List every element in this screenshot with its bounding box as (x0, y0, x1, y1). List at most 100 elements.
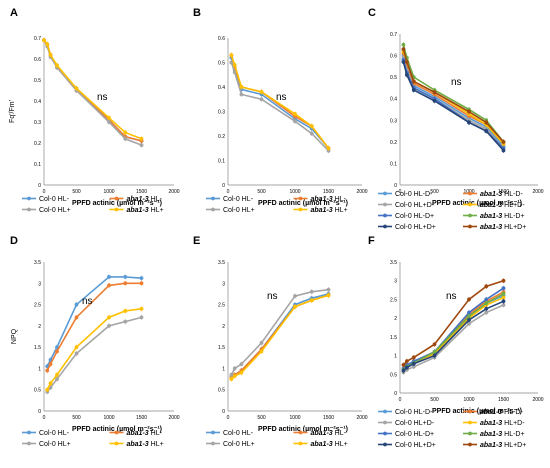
y-tick-label: 3.5 (218, 260, 225, 266)
panel-c: C050010001500200000.10.20.30.40.50.60.7P… (368, 7, 544, 231)
legend-marker (383, 213, 387, 218)
data-point (484, 306, 489, 311)
y-tick-label: 3 (394, 279, 397, 285)
data-point (405, 365, 409, 370)
data-point (139, 276, 144, 281)
y-tick-label: 0 (222, 409, 225, 415)
legend-marker (211, 207, 215, 212)
panel-label: B (193, 7, 201, 19)
y-tick-label: 0.5 (218, 61, 225, 67)
legend-name: aba1-3 (311, 441, 333, 448)
x-tick-label: 500 (430, 397, 439, 403)
y-tick-label: 0.2 (34, 141, 41, 147)
significance-label: ns (446, 291, 457, 302)
data-point (501, 299, 506, 304)
data-point (107, 323, 111, 328)
series-3 (45, 306, 144, 393)
legend-suffix: HL+D+ (502, 224, 526, 231)
legend-marker (383, 431, 387, 436)
data-point (239, 85, 244, 89)
data-point (259, 340, 264, 345)
x-tick-label: 0 (43, 415, 46, 421)
legend: Col-0 HL-D-aba1-3 HL-D- Col-0 HL+D-aba1-3… (378, 191, 526, 231)
legend-name: aba1-3 (311, 196, 333, 203)
legend-marker (383, 224, 387, 229)
data-point (501, 278, 506, 283)
panel-e: E 0 500 1000 1500 2000 0 0.5 1 1.5 2 2.5 3 3.5 PPFD ac… (193, 235, 368, 448)
data-point (432, 342, 437, 347)
legend-label: Col-0 HL+D- (395, 202, 435, 209)
data-point (432, 98, 437, 103)
x-tick-label: 0 (43, 189, 46, 195)
legend-label: aba1-3 HL+D+ (480, 442, 526, 449)
data-point (123, 309, 128, 313)
series-2 (42, 37, 144, 148)
legend-marker (298, 196, 303, 201)
legend-item: aba1-3 HL- (293, 430, 347, 437)
series-0 (45, 274, 144, 369)
y-tick-label: 0 (394, 391, 397, 397)
legend-name: aba1-3 (480, 213, 502, 220)
legend-name: Col-0 HL+D+ (395, 224, 436, 231)
data-point (405, 359, 409, 364)
panel-label: A (10, 7, 18, 19)
data-point (326, 146, 331, 151)
data-point (467, 109, 471, 114)
legend-label: aba1-3 HL+D+ (480, 224, 526, 231)
legend-marker (27, 430, 31, 435)
legend-label: aba1-3 HL+D- (480, 420, 525, 427)
data-point (232, 70, 237, 75)
x-tick-label: 1000 (463, 397, 474, 403)
legend-suffix: HL+D+ (502, 442, 526, 449)
x-tick-label: 1500 (323, 189, 334, 195)
legend-label: aba1-3 HL-D+ (480, 431, 525, 438)
x-tick-label: 0 (227, 415, 230, 421)
data-point (45, 368, 50, 373)
legend-label: aba1-3 HL- (311, 196, 347, 203)
legend-item: aba1-3 HL-D+ (463, 213, 525, 220)
x-axis-title: PPFD actinic (µmol m⁻²s⁻¹) (72, 200, 162, 207)
legend-label: aba1-3 HL-D- (480, 191, 523, 198)
data-point (239, 92, 244, 97)
legend-item: Col-0 HL+ (22, 441, 71, 448)
x-tick-label: 500 (72, 189, 81, 195)
legend: Col-0 HL-D-aba1-3 HL-D- Col-0 HL+D-aba1-3… (378, 409, 526, 449)
legend-marker (114, 196, 119, 201)
y-tick-label: 0.3 (218, 110, 225, 116)
data-point (139, 281, 144, 286)
legend-marker (27, 207, 31, 212)
legend-item: Col-0 HL- (22, 430, 70, 437)
series-line (43, 39, 142, 142)
legend-marker (114, 441, 119, 446)
data-point (74, 86, 79, 91)
legend-item: aba1-3 HL-D- (463, 409, 523, 416)
legend-name: aba1-3 (311, 430, 333, 437)
data-point (293, 294, 297, 298)
y-tick-label: 1.5 (218, 345, 225, 351)
legend-item: Col-0 HL-D+ (378, 213, 434, 220)
y-tick-label: 0.1 (218, 159, 225, 165)
legend-label: aba1-3 HL+ (311, 207, 348, 214)
data-point (55, 377, 59, 381)
y-tick-label: 2.5 (34, 303, 41, 309)
legend-name: Col-0 HL- (39, 196, 70, 203)
y-tick-label: 2 (38, 324, 41, 330)
x-tick-label: 1000 (289, 415, 300, 421)
data-point (48, 381, 53, 386)
legend-item: aba1-3 HL+D- (463, 420, 525, 427)
legend-item: Col-0 HL- (206, 196, 254, 203)
legend-item: Col-0 HL- (22, 196, 70, 203)
x-tick-label: 1500 (136, 415, 147, 421)
series-3 (229, 52, 331, 151)
legend-label: aba1-3 HL+D- (480, 202, 525, 209)
y-tick-label: 1 (394, 354, 397, 360)
y-tick-label: 1.5 (390, 335, 397, 341)
legend-marker (298, 207, 303, 212)
series-2 (401, 302, 506, 375)
data-point (239, 362, 244, 367)
data-point (501, 291, 506, 296)
x-tick-label: 1500 (498, 189, 509, 195)
legend-marker (114, 207, 119, 212)
legend-label: Col-0 HL-D- (395, 191, 433, 198)
data-point (411, 361, 416, 366)
